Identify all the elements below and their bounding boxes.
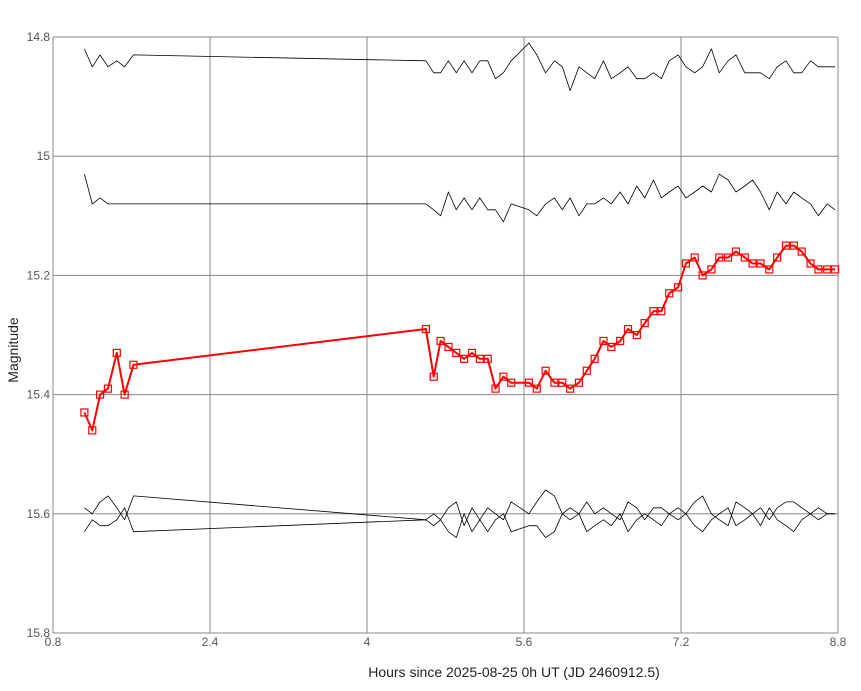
target-point-marker: [444, 342, 453, 352]
target-point-marker: [507, 378, 516, 387]
target-point-marker: [657, 307, 666, 316]
target-point-marker: [797, 247, 806, 256]
target-point-marker: [541, 366, 550, 375]
target-point-marker: [715, 253, 724, 262]
comparison-series-line: [84, 489, 836, 527]
target-point-marker: [452, 348, 461, 357]
target-point-marker: [781, 241, 791, 250]
target-point-marker: [698, 271, 707, 280]
y-tick-label: 15.8: [27, 626, 51, 640]
target-point-marker: [707, 265, 716, 274]
target-point-marker: [95, 390, 105, 399]
comparison-series-line: [84, 507, 836, 538]
target-point-marker: [574, 378, 584, 387]
target-point-marker: [532, 384, 541, 393]
grid-lines: [52, 36, 839, 634]
target-point-marker: [616, 336, 625, 346]
target-point-marker: [483, 354, 492, 363]
target-point-marker: [524, 378, 534, 387]
x-tick-label: 8.8: [830, 635, 847, 649]
x-tick-label: 7.2: [673, 635, 690, 649]
target-point-marker: [673, 283, 683, 292]
target-point-marker: [421, 324, 430, 334]
target-point-marker: [765, 265, 774, 274]
target-point-marker: [740, 253, 749, 262]
target-point-marker: [823, 265, 832, 274]
target-point-marker: [748, 259, 757, 268]
tick-labels: 0.8 2.4 4 5.6 7.2 8.8 14.8 15 15.2 15.4 15.6 15.8: [27, 30, 847, 649]
target-point-marker: [436, 336, 445, 346]
target-point-marker: [429, 372, 438, 381]
y-tick-label: 15: [37, 149, 51, 163]
target-point-marker: [723, 253, 733, 262]
target-point-marker: [806, 259, 815, 268]
target-point-marker: [731, 247, 741, 256]
x-tick-label: 2.4: [202, 635, 219, 649]
target-point-marker: [103, 384, 113, 393]
target-point-marker: [607, 342, 616, 352]
target-point-marker: [499, 372, 508, 381]
x-axis-title: Hours since 2025-08-25 0h UT (JD 2460912…: [368, 664, 660, 680]
target-point-marker: [681, 259, 691, 268]
target-point-marker: [814, 265, 823, 274]
target-point-marker: [590, 354, 599, 363]
target-point-marker: [460, 354, 469, 363]
target-point-marker: [599, 336, 608, 346]
y-tick-label: 14.8: [27, 30, 51, 44]
target-point-marker: [632, 330, 641, 340]
target-point-marker: [690, 253, 699, 262]
target-point-marker: [649, 307, 658, 316]
target-point-marker: [623, 324, 633, 334]
target-point-marker: [550, 378, 559, 387]
x-tick-label: 4: [364, 635, 371, 649]
y-tick-label: 15.6: [27, 507, 51, 521]
target-point-marker: [558, 378, 567, 387]
series-layer: [83, 42, 836, 538]
target-point-marker: [120, 390, 129, 399]
target-point-marker: [640, 318, 649, 328]
comparison-series-line: [84, 42, 836, 91]
target-markers: [80, 241, 840, 435]
target-point-marker: [491, 384, 500, 393]
x-tick-label: 5.6: [516, 635, 533, 649]
target-point-marker: [756, 259, 765, 268]
target-point-marker: [566, 384, 575, 393]
comparison-series-line: [84, 173, 836, 223]
target-point-marker: [88, 426, 97, 435]
target-point-marker: [830, 265, 840, 274]
target-point-marker: [80, 408, 89, 417]
target-point-marker: [475, 354, 484, 363]
target-point-marker: [665, 289, 674, 298]
y-axis-title: Magnitude: [5, 317, 21, 383]
target-point-marker: [112, 348, 121, 357]
x-tick-label: 0.8: [45, 635, 62, 649]
y-tick-label: 15.4: [27, 388, 51, 402]
target-point-marker: [773, 253, 782, 262]
target-series-line: [83, 244, 836, 432]
target-point-marker: [789, 241, 798, 250]
target-point-marker: [467, 348, 477, 357]
target-point-marker: [129, 360, 138, 369]
y-tick-label: 15.2: [27, 268, 51, 282]
target-point-marker: [582, 366, 591, 375]
